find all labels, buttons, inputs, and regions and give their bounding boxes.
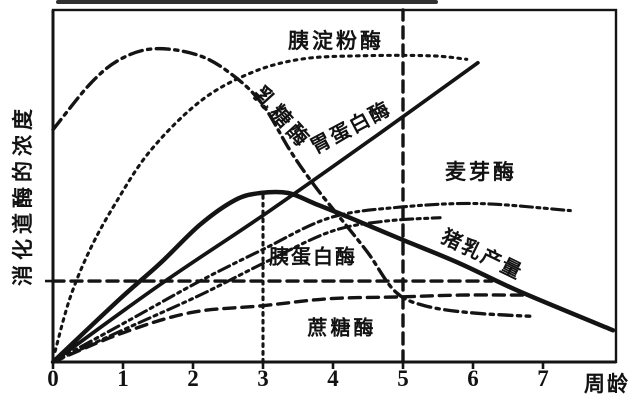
series-4 bbox=[51, 201, 572, 364]
x-tick-label-6: 6 bbox=[467, 366, 479, 391]
label-trypsin: 胰蛋白酶 bbox=[269, 246, 357, 269]
x-tick-label-1: 1 bbox=[117, 366, 129, 391]
series-1 bbox=[53, 53, 469, 353]
series-2 bbox=[51, 46, 532, 318]
x-tick-label-0: 0 bbox=[47, 366, 59, 391]
x-tick-label-4: 4 bbox=[327, 366, 339, 391]
scan-artifact bbox=[56, 0, 438, 4]
series-3 bbox=[51, 60, 480, 364]
series-6 bbox=[51, 293, 527, 364]
x-tick-label-3: 3 bbox=[257, 366, 269, 391]
x-tick-label-5: 5 bbox=[397, 366, 409, 391]
plot-frame bbox=[51, 8, 618, 364]
x-tick-label-7: 7 bbox=[537, 366, 549, 391]
x-axis-title: 周龄 bbox=[584, 373, 630, 396]
x-tick-label-2: 2 bbox=[187, 366, 199, 391]
label-amylase: 胰淀粉酶 bbox=[288, 30, 384, 53]
series-5 bbox=[51, 216, 442, 364]
label-sucrase: 蔗糖酶 bbox=[307, 317, 377, 340]
label-maltase: 麦芽酶 bbox=[445, 161, 517, 184]
y-axis-title: 消化道酶的浓度 bbox=[12, 104, 35, 286]
series-7 bbox=[50, 189, 616, 365]
